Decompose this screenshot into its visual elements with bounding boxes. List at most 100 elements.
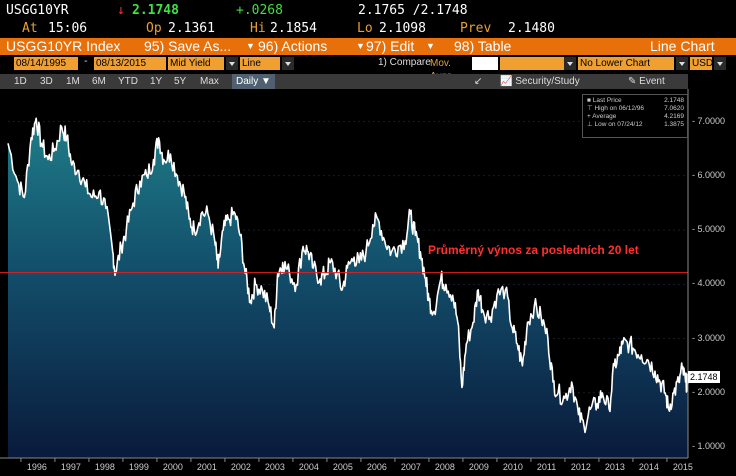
range-1y[interactable]: 1Y (150, 76, 163, 87)
legend-low-label: Low on 07/24/12 (594, 121, 643, 128)
last-price-tag: 2.1748 (688, 371, 720, 383)
legend-high: ⊤ High on 06/12/96 (587, 105, 644, 113)
range-bar (0, 74, 688, 89)
x-tick-label: 2009 (468, 462, 489, 472)
chart-icon: 📈 (500, 76, 513, 87)
x-tick-label: 1999 (128, 462, 149, 472)
lower-chart-dropdown-icon[interactable] (676, 57, 688, 70)
compare-dropdown-icon[interactable] (564, 57, 576, 70)
legend-last-price: ■ Last Price (587, 97, 622, 105)
low-label: Lo (357, 21, 373, 36)
x-tick-label: 2004 (298, 462, 319, 472)
range-3d[interactable]: 3D (40, 76, 53, 87)
x-tick-label: 2002 (230, 462, 251, 472)
low-marker-icon: ⊥ (587, 121, 593, 128)
actions-button[interactable]: 96) Actions (258, 38, 328, 54)
square-icon: ■ (587, 97, 591, 104)
lower-chart-selector[interactable]: No Lower Chart (578, 57, 674, 70)
legend-average-value: 4.2169 (664, 113, 684, 120)
x-tick-label: 1997 (60, 462, 81, 472)
high-value: 2.1854 (270, 21, 317, 36)
compare-label: 1) Compare (378, 57, 431, 68)
x-tick-label: 2015 (672, 462, 693, 472)
legend-last-value: 2.1748 (664, 97, 684, 104)
legend-last-label: Last Price (592, 97, 622, 104)
prev-label: Prev (460, 21, 492, 36)
legend-high-value: 7.0620 (664, 105, 684, 112)
range-1m[interactable]: 1M (66, 76, 80, 87)
low-value: 2.1098 (379, 21, 426, 36)
compare-input[interactable] (472, 57, 498, 70)
y-tick-label: - 2.0000 (692, 386, 726, 397)
x-tick-label: 2011 (536, 462, 557, 472)
legend-average-label: Average (592, 113, 617, 120)
open-label: Op (146, 21, 162, 36)
frequency-label: Daily (236, 76, 259, 87)
legend-low-value: 1.3875 (664, 121, 684, 128)
range-max[interactable]: Max (200, 76, 219, 87)
range-1d[interactable]: 1D (14, 76, 27, 87)
chart-type-dropdown-icon[interactable] (282, 57, 294, 70)
legend-low: ⊥ Low on 07/24/12 (587, 121, 643, 129)
chart-type-selector[interactable]: Line (240, 57, 280, 70)
open-value: 2.1361 (168, 21, 215, 36)
last-price: 2.1748 (132, 3, 179, 18)
legend-high-label: High on 06/12/96 (594, 105, 644, 112)
y-tick-label: - 6.0000 (692, 169, 726, 180)
x-tick-label: 2005 (332, 462, 353, 472)
high-label: Hi (250, 21, 266, 36)
save-as-button[interactable]: 95) Save As... (144, 38, 232, 54)
field-dropdown-icon[interactable] (226, 57, 238, 70)
range-5y[interactable]: 5Y (174, 76, 187, 87)
currency-selector[interactable]: USD (690, 57, 714, 70)
plus-icon: + (587, 113, 591, 120)
range-6m[interactable]: 6M (92, 76, 106, 87)
table-button[interactable]: 98) Table (454, 38, 512, 54)
collapse-icon[interactable]: ↙ (474, 76, 483, 87)
time-label: At (22, 21, 38, 36)
x-tick-label: 2001 (196, 462, 217, 472)
date-separator: - (84, 56, 88, 67)
price-line (7, 117, 689, 434)
chart-legend[interactable]: ■ Last Price 2.1748 ⊤ High on 06/12/96 7… (582, 94, 688, 138)
y-tick-label: - 1.0000 (692, 441, 726, 452)
y-tick-label: - 4.0000 (692, 278, 726, 289)
bid-ask: 2.1765 /2.1748 (358, 3, 468, 18)
legend-average: + Average (587, 113, 616, 121)
compare-value-field[interactable] (500, 57, 576, 70)
net-change: +.0268 (236, 3, 283, 18)
edit-button[interactable]: 97) Edit (366, 38, 415, 54)
last-arrow-icon: ↓ (117, 3, 125, 18)
event-icon: ✎ (628, 76, 637, 87)
event-button[interactable]: ✎ Event (628, 74, 665, 89)
prev-value: 2.1480 (508, 21, 555, 36)
field-selector[interactable]: Mid Yield (168, 57, 224, 70)
x-tick-label: 1998 (94, 462, 115, 472)
actions-dropdown-icon[interactable]: ▼ (356, 41, 365, 51)
frequency-selector[interactable]: Daily ▼ (232, 74, 275, 89)
x-tick-label: 2000 (162, 462, 183, 472)
x-tick-label: 2006 (366, 462, 387, 472)
range-ytd[interactable]: YTD (118, 76, 138, 87)
y-tick-label: - 7.0000 (692, 115, 726, 126)
x-tick-label: 2008 (434, 462, 455, 472)
y-tick-label: - 5.0000 (692, 224, 726, 235)
high-marker-icon: ⊤ (587, 105, 593, 112)
y-tick-label: - 3.0000 (692, 332, 726, 343)
edit-dropdown-icon[interactable]: ▼ (426, 41, 435, 51)
currency-dropdown-icon[interactable] (714, 57, 726, 70)
price-area-fill (8, 118, 688, 459)
ticker: USGG10YR (6, 3, 69, 18)
security-study-label: Security/Study (515, 76, 580, 87)
end-date-field[interactable]: 08/13/2015 (94, 57, 166, 70)
x-tick-label: 2012 (570, 462, 591, 472)
save-dropdown-icon[interactable]: ▼ (246, 41, 255, 51)
start-date-field[interactable]: 08/14/1995 (14, 57, 78, 70)
event-label: Event (639, 76, 665, 87)
index-label[interactable]: USGG10YR Index (6, 38, 121, 54)
security-study-button[interactable]: 📈 Security/Study (500, 74, 580, 89)
x-tick-label: 2007 (400, 462, 421, 472)
time-value: 15:06 (48, 21, 88, 36)
x-tick-label: 2010 (502, 462, 523, 472)
